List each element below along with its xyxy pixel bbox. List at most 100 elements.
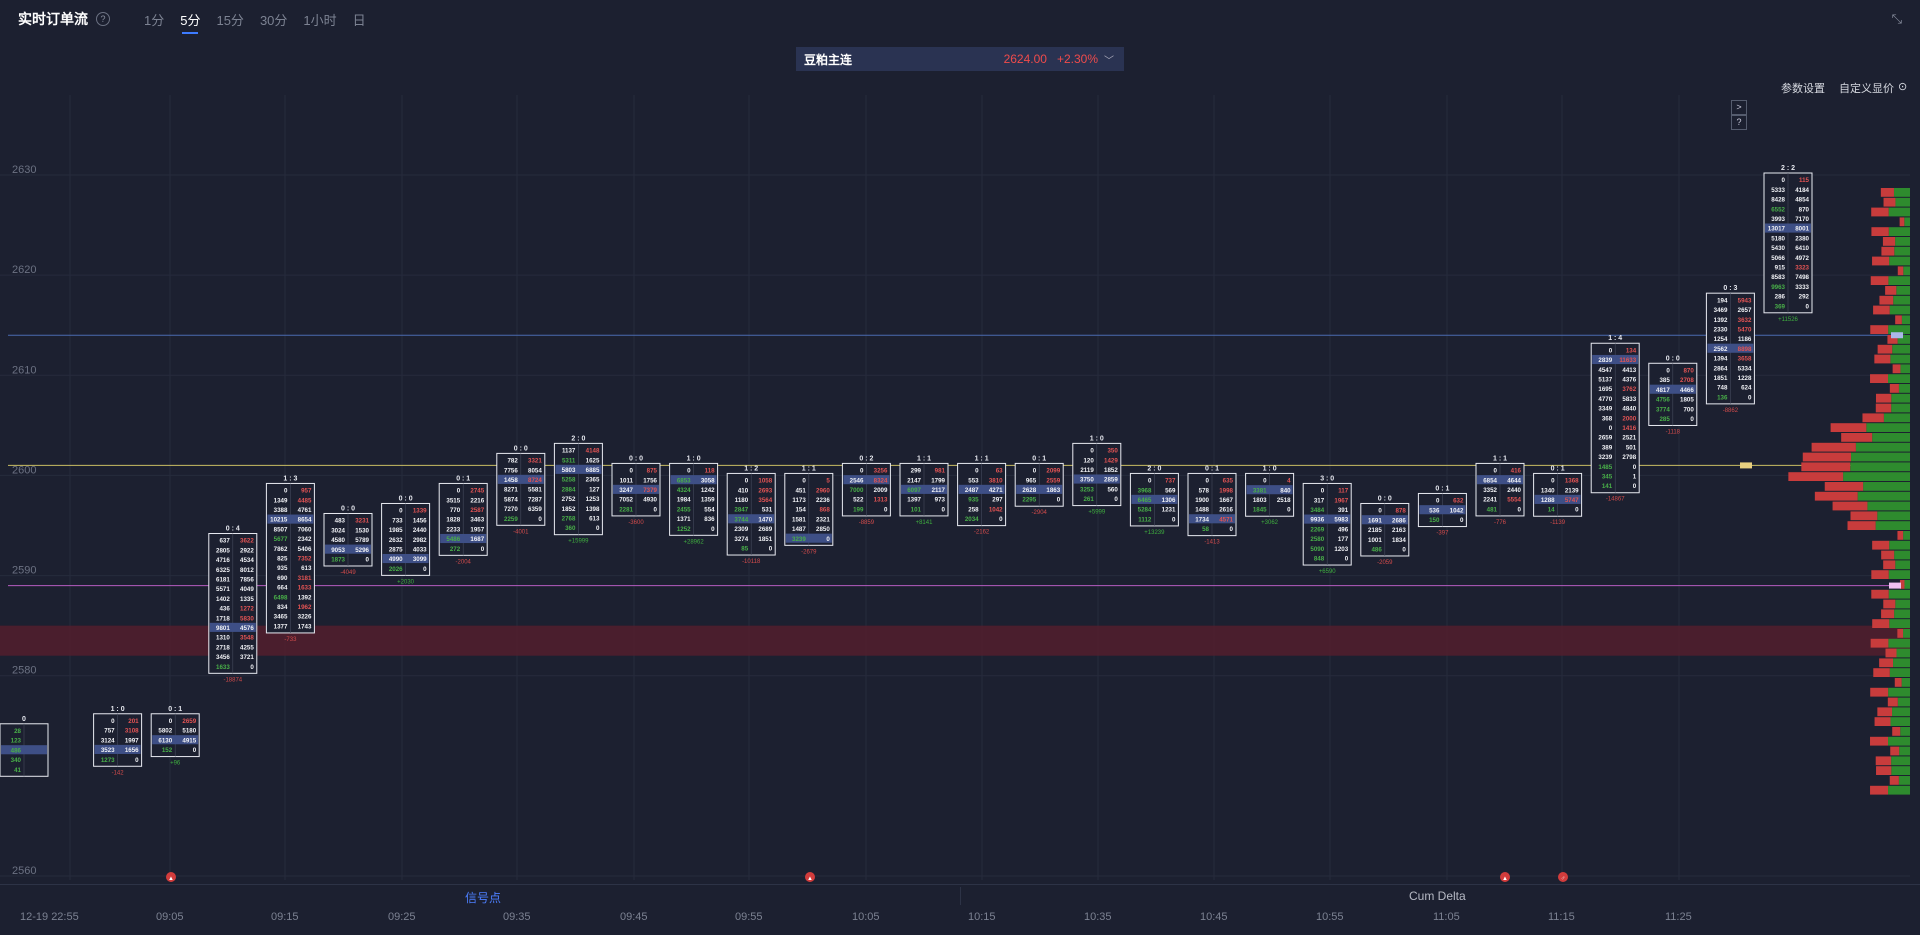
bid-value: 6552 (1771, 206, 1785, 213)
ask-value: 0 (1690, 416, 1694, 423)
poc-row (440, 533, 487, 544)
ask-value: 1743 (298, 623, 312, 630)
candle-head: 0 : 1 (168, 706, 182, 713)
bid-value: 0 (1090, 448, 1094, 455)
ask-value: 875 (647, 468, 658, 475)
ask-value: 0 (999, 516, 1003, 523)
bid-value: 0 (687, 468, 691, 475)
bid-value: 4756 (1656, 397, 1670, 404)
bid-value: 3349 (1598, 406, 1612, 413)
tab-1hour[interactable]: 1小时 (303, 12, 337, 28)
ask-value: 4466 (1680, 387, 1694, 394)
poc-row (1534, 494, 1581, 504)
candle-head: 1 : 1 (1493, 455, 1507, 462)
tab-30min[interactable]: 30分 (259, 12, 288, 28)
ask-value: 496 (1338, 526, 1349, 533)
bid-value: 3523 (101, 747, 115, 754)
ask-value: 2342 (298, 536, 312, 543)
bid-value: 2752 (562, 496, 576, 503)
profile-buy-bar (1891, 756, 1910, 766)
ask-value: 4255 (240, 644, 254, 651)
candle-delta: +3062 (1261, 520, 1279, 526)
ask-value: 836 (704, 516, 715, 523)
bid-value: 965 (1026, 477, 1037, 484)
bid-value: 1273 (101, 757, 115, 764)
tab-1min[interactable]: 1分 (144, 12, 165, 28)
bid-value: 9801 (216, 625, 230, 632)
poc-row (325, 544, 371, 554)
bid-value: 3239 (792, 536, 806, 543)
bid-value: 770 (450, 507, 461, 514)
bid-value: 2241 (1483, 497, 1497, 504)
profile-buy-bar (1866, 423, 1910, 432)
profile-buy-bar (1900, 727, 1910, 736)
poc-row (1361, 515, 1408, 525)
bid-value: 0 (1321, 488, 1325, 495)
bid-value: 935 (968, 497, 979, 504)
price-tick-label: 2590 (12, 565, 36, 577)
custom-price-button[interactable]: 自定义显价 (1839, 83, 1894, 95)
time-tick-label: 11:05 (1433, 911, 1460, 923)
profile-sell-bar (1841, 433, 1873, 442)
profile-buy-bar (1892, 344, 1910, 354)
poc-row (1073, 474, 1120, 484)
bid-value: 451 (795, 487, 806, 494)
bid-value: 28 (14, 728, 21, 735)
bid-value: 6465 (1138, 497, 1152, 504)
profile-buy-bar (1888, 785, 1910, 795)
poc-row (209, 622, 256, 632)
profile-buy-bar (1895, 599, 1910, 609)
ask-value: 7287 (528, 496, 542, 503)
signal-icon-glyph: ▲ (168, 876, 174, 882)
side-expand-button[interactable]: > (1731, 100, 1747, 115)
bid-value: 9053 (331, 547, 345, 554)
ask-value: 4534 (240, 557, 254, 564)
bid-value: 757 (104, 728, 115, 735)
ask-value: 1042 (989, 506, 1003, 513)
collapse-icon[interactable]: ⤡ (1891, 11, 1902, 26)
tab-cum-delta[interactable]: Cum Delta (1409, 889, 1466, 903)
bid-value: 1394 (1714, 356, 1728, 363)
bid-value: 2546 (850, 477, 864, 484)
info-icon[interactable]: ⊙ (1898, 81, 1908, 93)
ask-value: 624 (1741, 385, 1752, 392)
ask-value: 8898 (1738, 346, 1752, 353)
profile-buy-bar (1872, 433, 1910, 442)
ask-value: 1272 (240, 606, 254, 613)
profile-buy-bar (1892, 707, 1910, 717)
profile-marker-blue (1891, 332, 1903, 339)
tab-day[interactable]: 日 (352, 12, 366, 28)
candle-delta: +2030 (397, 579, 415, 585)
tab-signal[interactable]: 信号点 (465, 891, 502, 905)
ask-value: 4376 (1622, 377, 1636, 384)
bid-value: 5486 (446, 536, 460, 543)
tab-15min[interactable]: 15分 (216, 12, 244, 28)
bid-value: 345 (1602, 474, 1613, 481)
ask-value: 1656 (125, 747, 139, 754)
ask-value: 0 (1172, 516, 1176, 523)
bid-value: 4324 (677, 487, 691, 494)
bid-value: 150 (1429, 517, 1440, 524)
ask-value: 7498 (1795, 274, 1809, 281)
ask-value: 3226 (298, 614, 312, 621)
poc-row (1707, 343, 1754, 353)
candle-head: 1 : 0 (111, 706, 125, 713)
symbol-selector[interactable]: 豆粕主连 2624.00 +2.30% ﹀ (796, 47, 1124, 71)
ask-value: 1058 (758, 478, 772, 485)
bid-value: 2147 (907, 477, 921, 484)
price-tick-label: 2620 (12, 264, 36, 276)
symbol-price: 2624.00 (1003, 52, 1047, 66)
profile-sell-bar (1880, 188, 1894, 197)
ask-value: 0 (193, 747, 197, 754)
params-settings-button[interactable]: 参数设置 (1781, 83, 1825, 95)
bid-value: 2309 (734, 526, 748, 533)
bid-value: 5090 (1310, 546, 1324, 553)
ask-value: 1687 (470, 536, 484, 543)
help-icon[interactable]: ? (96, 12, 110, 26)
ask-value: 0 (1575, 507, 1579, 514)
tab-5min[interactable]: 5分 (180, 10, 200, 34)
ask-value: 1429 (1104, 457, 1118, 464)
side-help-button[interactable]: ? (1731, 115, 1747, 130)
bid-value: 782 (507, 458, 518, 465)
